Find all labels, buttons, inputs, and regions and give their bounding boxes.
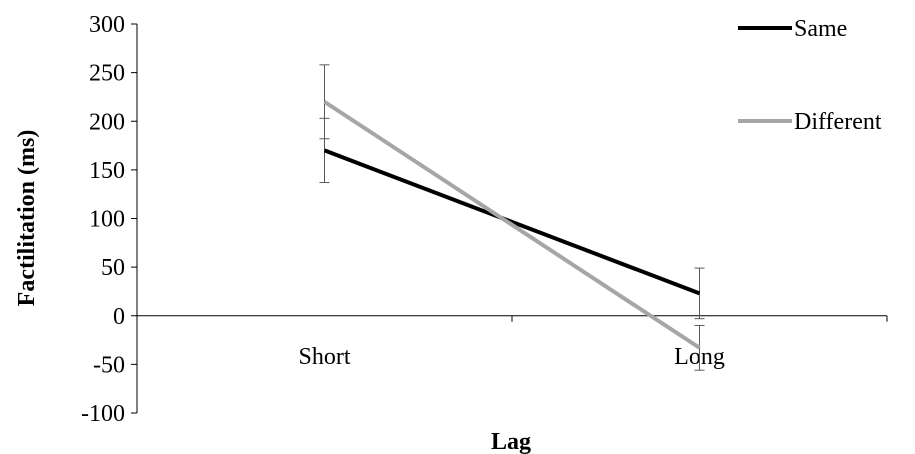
y-axis: -100 -50 0 50 100 150 200 250 300: [81, 12, 138, 427]
x-tick-label: Short: [298, 344, 350, 370]
legend-label: Different: [794, 109, 882, 135]
error-bars: [319, 64, 705, 371]
series-line-same: [323, 148, 701, 296]
legend: Same Different: [738, 16, 882, 135]
y-tick-label: 250: [89, 61, 125, 87]
y-tick-label: 100: [89, 207, 125, 233]
y-tick-label: -50: [93, 352, 125, 378]
y-tick-label: 0: [113, 304, 125, 330]
x-axis-title: Lag: [491, 429, 531, 454]
y-tick-label: 150: [89, 158, 125, 184]
series-line-different: [323, 100, 701, 350]
series-lines: [323, 100, 701, 350]
y-tick-label: 200: [89, 109, 125, 135]
y-tick-label: 300: [89, 12, 125, 38]
x-axis: Short Long: [136, 315, 888, 370]
legend-label: Same: [794, 16, 847, 42]
y-tick-label: 50: [101, 255, 125, 281]
y-axis-title: Factilitation (ms): [14, 130, 40, 307]
y-tick-label: -100: [81, 401, 125, 427]
